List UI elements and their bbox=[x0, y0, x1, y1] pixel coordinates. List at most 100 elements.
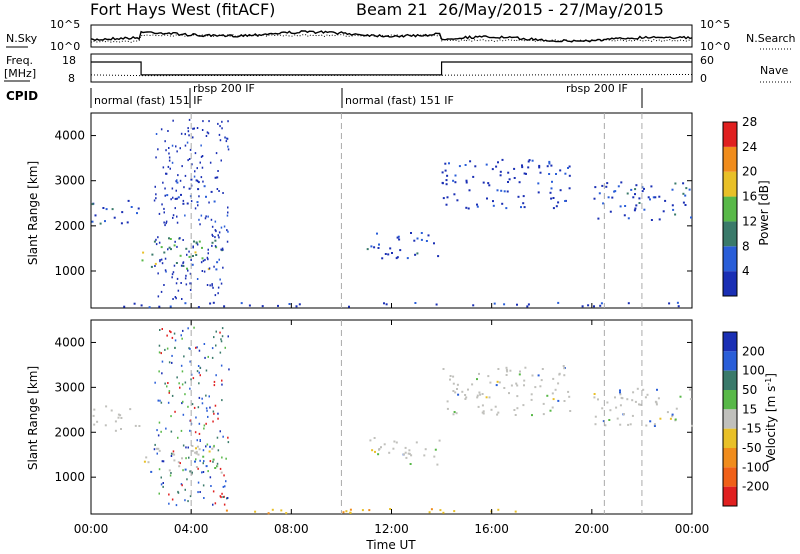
data-cell bbox=[513, 177, 516, 179]
data-cell bbox=[196, 167, 198, 170]
data-cell bbox=[142, 251, 145, 254]
colorbar-swatch bbox=[723, 271, 737, 296]
data-cell bbox=[191, 403, 194, 406]
data-cell bbox=[148, 306, 151, 309]
data-cell bbox=[377, 247, 380, 249]
data-cell bbox=[226, 137, 229, 140]
data-cell bbox=[161, 372, 163, 375]
data-cell bbox=[187, 159, 189, 162]
data-cell bbox=[186, 478, 188, 481]
data-cell bbox=[137, 207, 140, 210]
data-cell bbox=[416, 237, 419, 240]
y-tick-label: 2000 bbox=[54, 425, 85, 439]
data-cell bbox=[488, 184, 491, 187]
data-cell bbox=[593, 393, 596, 395]
data-cell bbox=[198, 218, 200, 221]
data-cell bbox=[211, 447, 214, 450]
data-cell bbox=[189, 282, 191, 285]
data-cell bbox=[164, 224, 166, 227]
data-cell bbox=[157, 399, 159, 402]
x-tick-label: 08:00 bbox=[274, 522, 309, 536]
data-cell bbox=[593, 305, 595, 308]
data-cell bbox=[167, 382, 169, 384]
data-cell bbox=[465, 396, 468, 399]
data-cell bbox=[211, 233, 213, 236]
data-cell bbox=[446, 196, 449, 199]
data-cell bbox=[166, 347, 169, 350]
data-cell bbox=[170, 248, 172, 251]
data-cell bbox=[608, 419, 611, 421]
data-cell bbox=[91, 203, 94, 206]
data-cell bbox=[172, 119, 174, 122]
data-cell bbox=[227, 441, 230, 444]
data-cell bbox=[204, 217, 207, 220]
data-cell bbox=[176, 221, 179, 224]
cpid-panel: CPID normal (fast) 151 IF rbsp 200 IF no… bbox=[6, 82, 643, 108]
data-cell bbox=[196, 201, 199, 204]
data-cell bbox=[105, 208, 108, 211]
data-cell bbox=[201, 155, 204, 157]
colorbar-frame bbox=[722, 121, 738, 297]
data-cell bbox=[226, 497, 229, 499]
data-cell bbox=[626, 398, 629, 401]
data-cell bbox=[226, 214, 229, 217]
data-cell bbox=[385, 303, 388, 306]
data-cell bbox=[195, 452, 198, 455]
data-cell bbox=[164, 269, 167, 272]
data-cell bbox=[616, 417, 619, 420]
data-cell bbox=[188, 118, 191, 121]
data-cell bbox=[181, 298, 183, 300]
data-cell bbox=[373, 246, 376, 249]
data-cell bbox=[220, 248, 222, 251]
data-cell bbox=[210, 485, 212, 487]
data-cell bbox=[170, 452, 173, 455]
data-cell bbox=[182, 202, 185, 205]
data-cell bbox=[170, 198, 172, 201]
data-cell bbox=[491, 168, 494, 171]
data-cell bbox=[170, 430, 173, 433]
data-cell bbox=[188, 158, 191, 160]
colorbar-swatch bbox=[723, 370, 737, 390]
data-cell bbox=[160, 246, 163, 249]
data-cell bbox=[522, 404, 525, 407]
data-cell bbox=[160, 430, 162, 433]
data-cell bbox=[523, 384, 525, 387]
data-cell bbox=[688, 388, 691, 391]
data-cell bbox=[568, 165, 571, 168]
data-cell bbox=[497, 161, 499, 164]
data-cell bbox=[657, 397, 660, 400]
data-cell bbox=[194, 152, 197, 155]
data-cell bbox=[181, 457, 183, 460]
data-cell bbox=[147, 461, 150, 464]
data-cell bbox=[160, 258, 163, 261]
data-cell bbox=[550, 164, 553, 167]
data-cell bbox=[623, 214, 626, 217]
data-cell bbox=[110, 409, 113, 412]
data-cell bbox=[188, 187, 191, 190]
data-cell bbox=[158, 212, 161, 215]
data-cell bbox=[190, 178, 193, 181]
data-cell bbox=[434, 448, 437, 451]
data-cell bbox=[489, 381, 492, 384]
velocity-colorbar-tick: 200 bbox=[742, 344, 765, 358]
data-cell bbox=[168, 237, 170, 240]
data-cell bbox=[392, 447, 395, 450]
data-cell bbox=[225, 480, 227, 483]
data-cell bbox=[195, 466, 198, 468]
data-cell bbox=[518, 373, 521, 376]
data-cell bbox=[540, 379, 543, 382]
data-cell bbox=[201, 129, 204, 131]
velocity-colorbar-tick: 100 bbox=[742, 364, 765, 378]
data-cell bbox=[551, 180, 553, 183]
colorbar-swatch bbox=[723, 146, 737, 172]
data-cell bbox=[542, 402, 545, 405]
data-cell bbox=[641, 190, 644, 193]
data-cell bbox=[195, 447, 197, 450]
data-cell bbox=[227, 335, 229, 338]
data-cell bbox=[192, 127, 194, 130]
data-cell bbox=[452, 179, 455, 182]
data-cell bbox=[153, 240, 156, 243]
data-cell bbox=[170, 415, 172, 418]
data-cell bbox=[522, 202, 525, 205]
data-cell bbox=[220, 471, 223, 474]
